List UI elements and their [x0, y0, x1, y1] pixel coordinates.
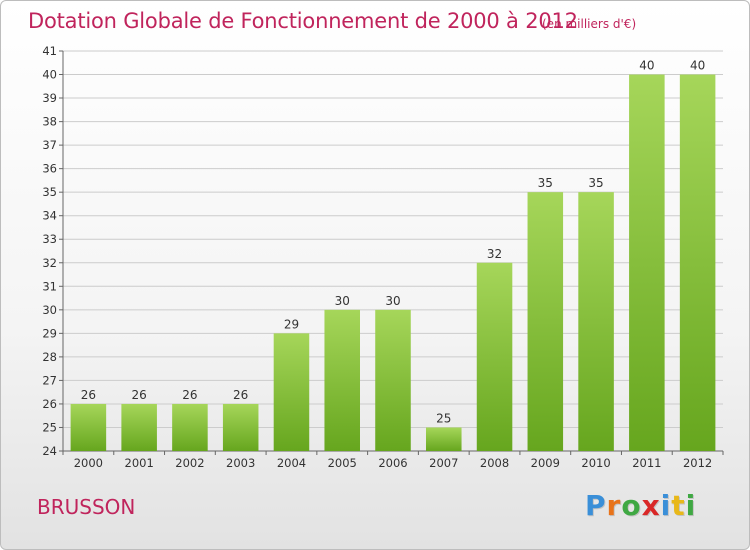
brand-letter: o	[621, 489, 642, 522]
value-label: 35	[588, 176, 603, 190]
y-tick-label: 27	[42, 373, 57, 387]
proxiti-logo: Proxiti	[585, 489, 696, 522]
value-label: 30	[335, 294, 350, 308]
x-tick-label: 2012	[683, 456, 712, 470]
labels: 24 25 26 27 28 29 30 31 32 33 34 35 36 37 38 39 40 41 2000…	[42, 44, 712, 470]
brand-letter: x	[641, 489, 661, 522]
y-tick-label: 37	[42, 138, 57, 152]
bar-2008	[476, 262, 513, 451]
bar-2012	[679, 74, 716, 451]
x-tick-label: 2008	[480, 456, 509, 470]
x-tick-label: 2011	[632, 456, 661, 470]
y-tick-label: 32	[42, 256, 57, 270]
y-tick-label: 33	[42, 232, 57, 246]
brand-letter: t	[671, 489, 686, 522]
y-tick-label: 24	[42, 444, 57, 458]
bar-2005	[324, 309, 360, 451]
commune-name: BRUSSON	[37, 495, 136, 519]
x-tick-label: 2009	[531, 456, 560, 470]
bar-2002	[172, 403, 208, 451]
x-tick-label: 2004	[277, 456, 306, 470]
bar-2009	[527, 192, 564, 452]
value-label: 26	[81, 388, 96, 402]
value-label: 40	[690, 59, 705, 73]
brand-letter: r	[606, 489, 622, 522]
x-tick-label: 2002	[175, 456, 204, 470]
x-tick-label: 2007	[429, 456, 458, 470]
y-tick-label: 35	[42, 185, 57, 199]
y-tick-label: 39	[42, 91, 57, 105]
value-label: 25	[436, 411, 451, 425]
value-label: 35	[538, 176, 553, 190]
chart-title: Dotation Globale de Fonctionnement de 20…	[28, 9, 578, 33]
y-tick-label: 41	[42, 44, 57, 58]
value-label: 26	[132, 388, 147, 402]
brand-letter: i	[660, 489, 672, 522]
x-tick-label: 2003	[226, 456, 255, 470]
bar-2011	[629, 74, 665, 451]
x-tick-label: 2001	[125, 456, 154, 470]
y-tick-label: 36	[42, 162, 57, 176]
value-label: 29	[284, 317, 299, 331]
bar-2003	[222, 403, 259, 451]
brand-letter: i	[685, 489, 697, 522]
bar-2001	[121, 403, 157, 451]
value-label: 26	[233, 388, 248, 402]
brand-letter: P	[585, 489, 607, 522]
bar-2007	[426, 427, 462, 451]
bar-2004	[273, 333, 310, 451]
y-tick-label: 28	[42, 350, 57, 364]
bar-2006	[375, 309, 411, 451]
value-label: 40	[639, 59, 654, 73]
bars	[70, 74, 716, 452]
y-tick-label: 40	[42, 68, 57, 82]
value-label: 30	[385, 294, 400, 308]
bar-2010	[578, 192, 614, 452]
value-label: 32	[487, 247, 502, 261]
y-tick-label: 31	[42, 279, 57, 293]
x-tick-label: 2010	[581, 456, 610, 470]
y-tick-label: 26	[42, 397, 57, 411]
y-tick-label: 30	[42, 303, 57, 317]
bar-2000	[70, 403, 107, 451]
y-tick-label: 34	[42, 209, 57, 223]
y-tick-label: 25	[42, 420, 57, 434]
y-tick-label: 38	[42, 115, 57, 129]
y-tick-label: 29	[42, 326, 57, 340]
x-tick-label: 2006	[378, 456, 407, 470]
x-tick-label: 2005	[328, 456, 357, 470]
chart-unit: (en milliers d'€)	[542, 17, 637, 31]
x-tick-label: 2000	[74, 456, 103, 470]
value-label: 26	[182, 388, 197, 402]
